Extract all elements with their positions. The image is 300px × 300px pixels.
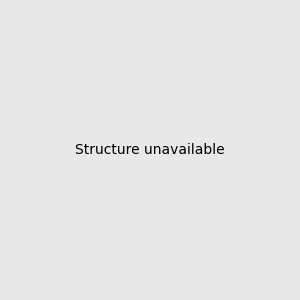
Text: Structure unavailable: Structure unavailable (75, 143, 225, 157)
